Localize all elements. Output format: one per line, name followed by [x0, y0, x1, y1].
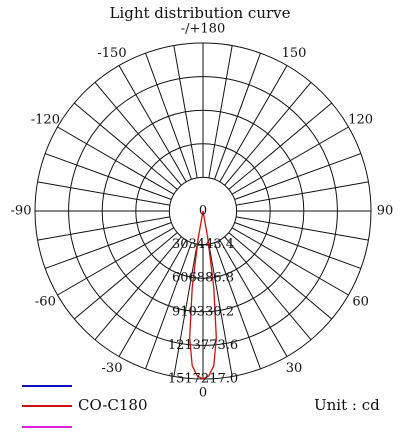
r-tick-label: 1213773.6 [168, 338, 238, 353]
r-tick-label: 606886.8 [172, 271, 234, 286]
theta-tick-label: -/+180 [181, 22, 225, 37]
r-tick-label: 303443.4 [172, 237, 234, 252]
theta-tick-label: -30 [102, 361, 123, 376]
ring [135, 143, 271, 279]
theta-tick-label: 30 [286, 361, 303, 376]
theta-tick-label: -120 [31, 113, 60, 128]
r-tick-label: 910330.2 [172, 304, 234, 319]
curve [189, 210, 217, 380]
theta-tick-label: -150 [97, 46, 126, 61]
theta-tick-label: 150 [282, 46, 307, 61]
theta-tick-label: 0 [199, 386, 207, 401]
theta-tick-label: -90 [11, 204, 32, 219]
r-tick-label: 0 [199, 204, 207, 219]
theta-tick-label: -60 [35, 295, 56, 310]
theta-tick-label: 60 [352, 295, 369, 310]
chart-title: Light distribution curve [109, 4, 290, 22]
ring [168, 176, 238, 246]
legend-label: CO-C180 [78, 396, 148, 414]
ring [68, 76, 338, 346]
theta-tick-label: 120 [348, 113, 373, 128]
unit-label: Unit : cd [314, 396, 380, 414]
r-tick-label: 1517217.0 [168, 372, 238, 387]
ring [101, 109, 305, 313]
theta-tick-label: 90 [377, 204, 394, 219]
